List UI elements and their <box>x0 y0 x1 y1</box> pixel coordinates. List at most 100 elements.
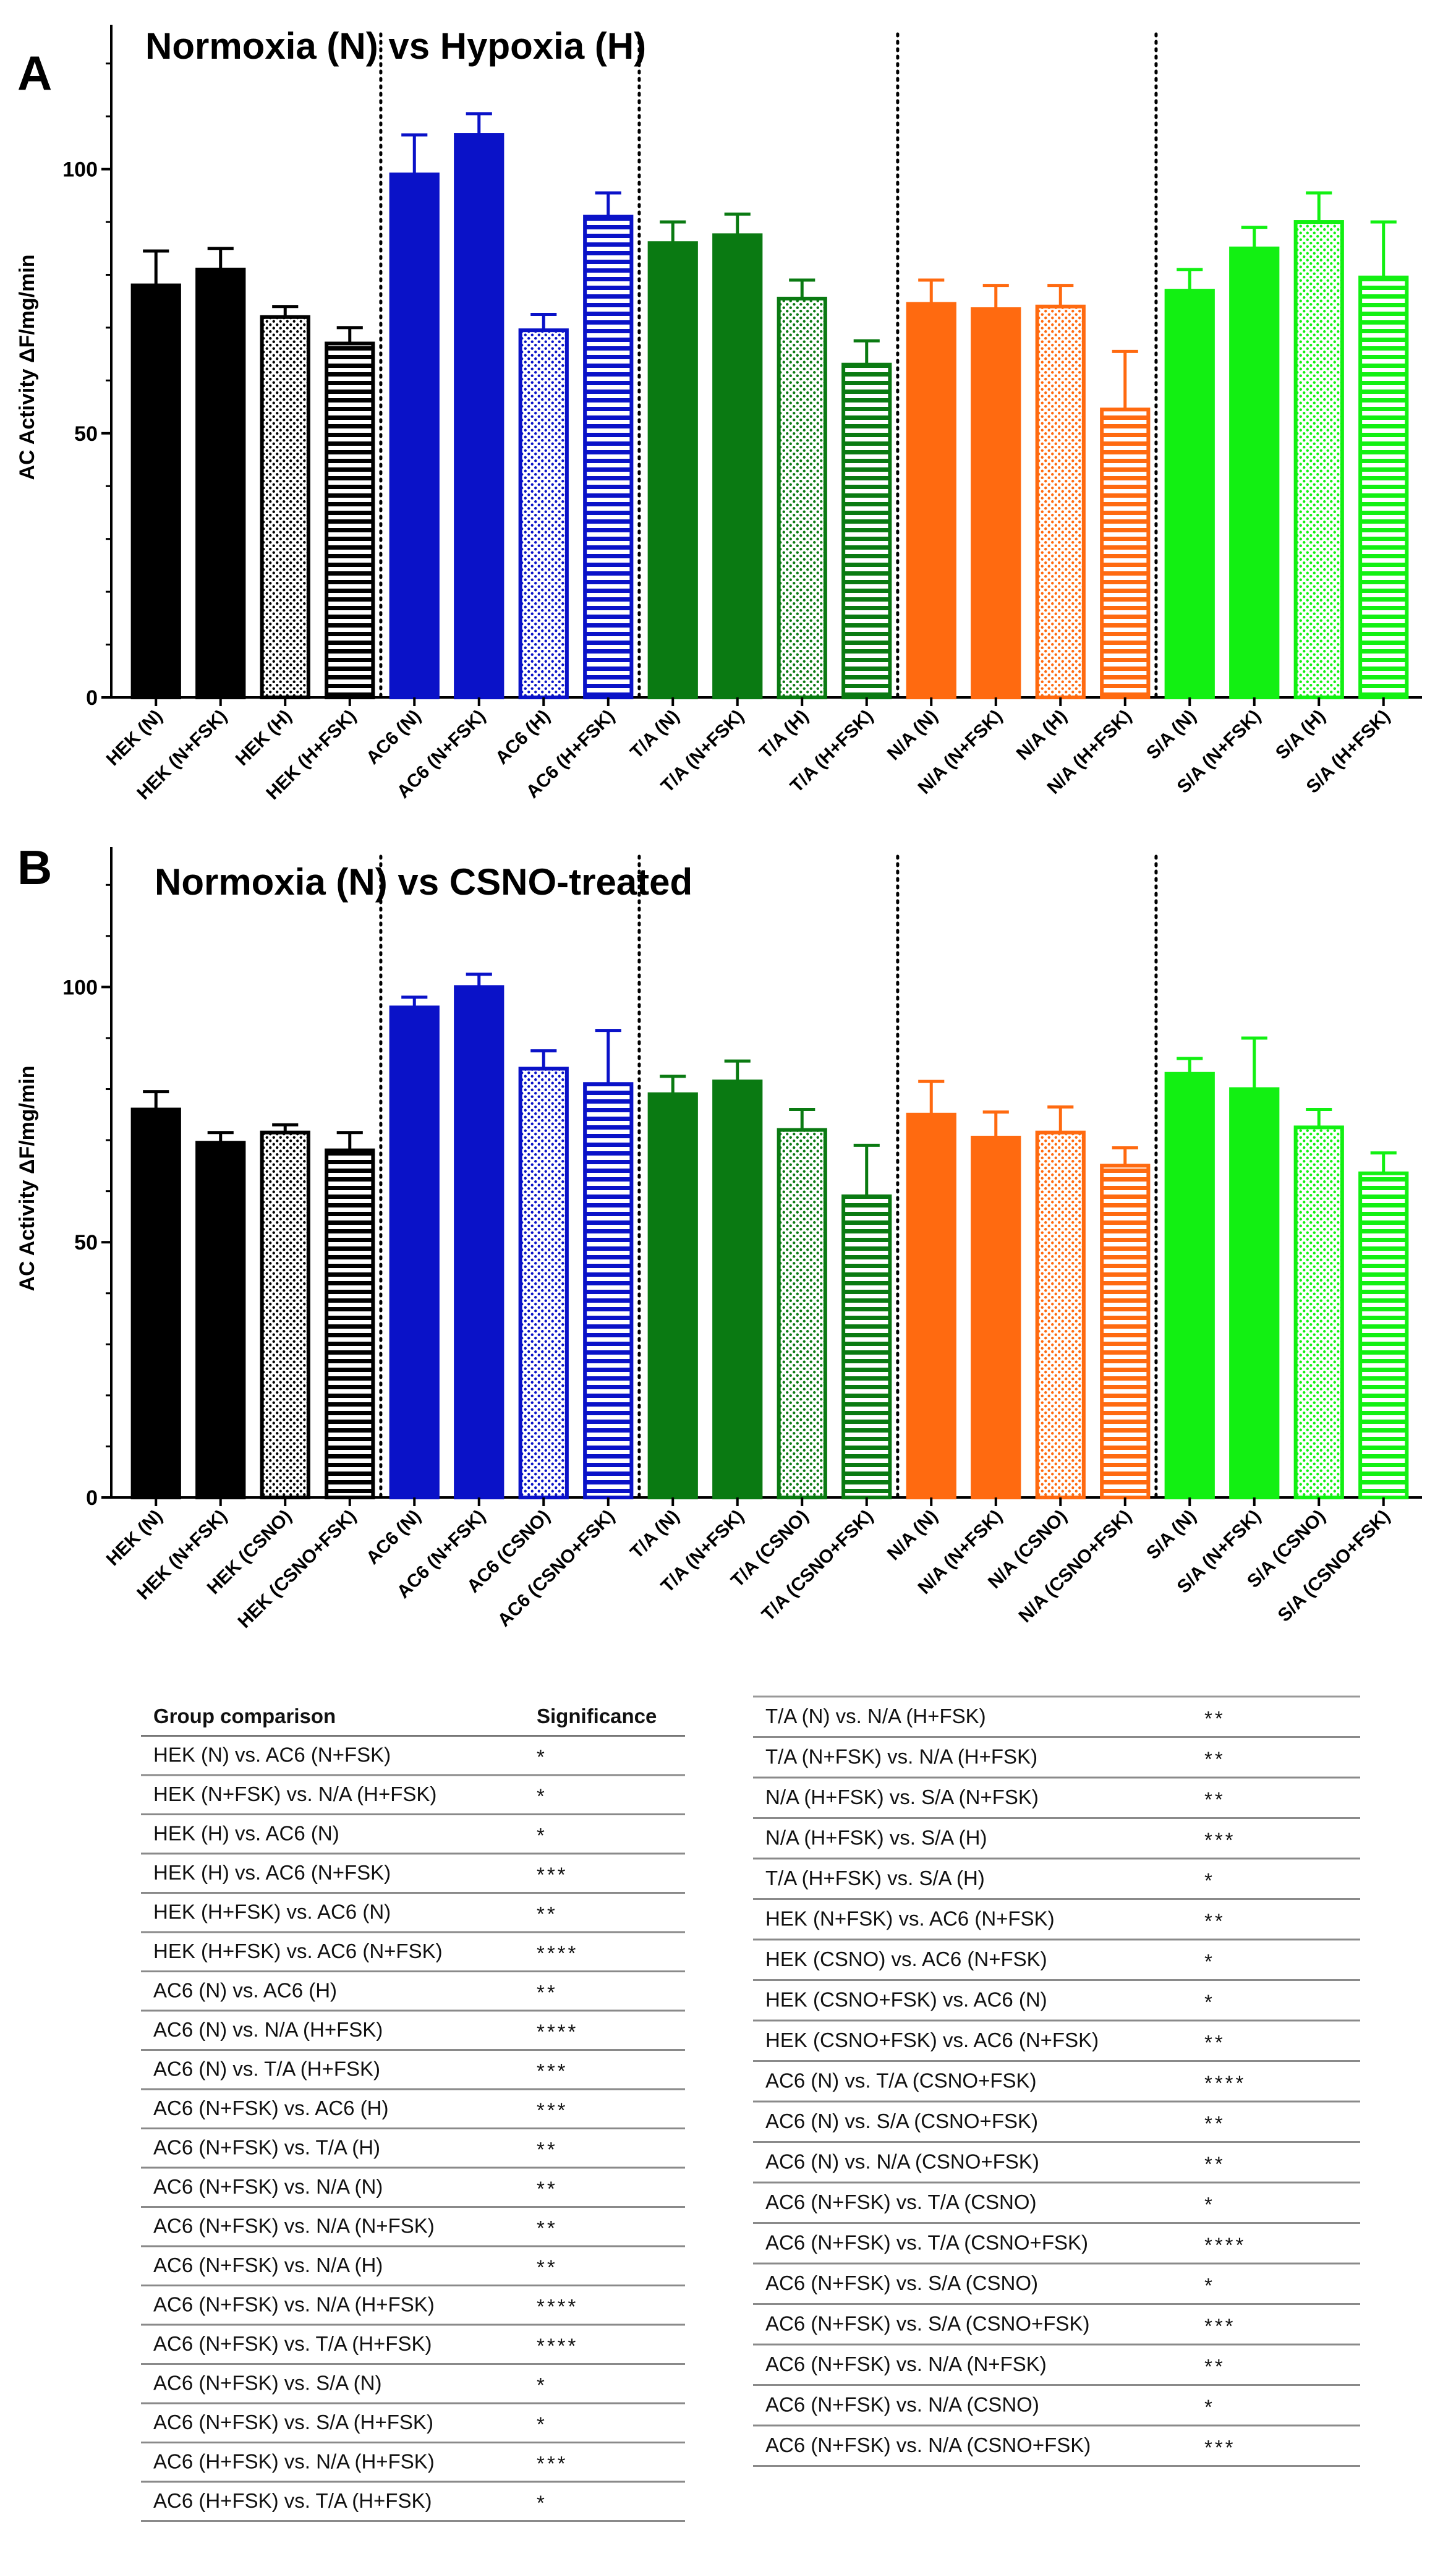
table-right-significance-cell: ** <box>1204 2112 1225 2135</box>
panel-a-bar <box>647 241 698 699</box>
panel-a-xtick-label: N/A (N) <box>883 706 942 764</box>
panel-b-bar <box>1229 1087 1280 1499</box>
panel-b-bar <box>130 1107 181 1499</box>
panel-a-bar <box>971 307 1021 699</box>
table-right-significance-cell: ** <box>1204 1788 1225 1811</box>
panel-a-bar <box>841 362 892 699</box>
panel-a-bar <box>1358 275 1409 699</box>
table-left-significance-cell: *** <box>537 1863 568 1886</box>
panel-b-bar <box>777 1128 827 1499</box>
table-left-comparison-cell: AC6 (N) vs. N/A (H+FSK) <box>153 2018 383 2041</box>
panel-a-bar <box>1164 289 1215 699</box>
table-right-significance-cell: ** <box>1204 1748 1225 1771</box>
table-right-significance-cell: ** <box>1204 2355 1225 2378</box>
panel-a-bar <box>1035 304 1086 699</box>
table-left-header-significance: Significance <box>537 1705 657 1727</box>
table-left-comparison-cell: AC6 (H+FSK) vs. T/A (H+FSK) <box>153 2489 432 2512</box>
panel-a-xtick-label: AC6 (H) <box>492 706 554 769</box>
panel-a-ytick-label: 0 <box>86 686 98 710</box>
table-right-significance-cell: **** <box>1204 2072 1246 2095</box>
table-right-comparison-cell: HEK (CSNO+FSK) vs. AC6 (N+FSK) <box>765 2029 1099 2051</box>
panel-b-xtick-label: T/A (N) <box>626 1506 683 1563</box>
panel-a-bar <box>325 341 375 699</box>
table-left-significance-cell: *** <box>537 2452 568 2475</box>
table-left-comparison-cell: AC6 (N+FSK) vs. N/A (H) <box>153 2254 383 2276</box>
table-right-comparison-cell: AC6 (N) vs. N/A (CSNO+FSK) <box>765 2150 1039 2173</box>
table-right-significance-cell: *** <box>1204 2315 1236 2338</box>
panel-b-xtick-label: S/A (CSNO+FSK) <box>1274 1506 1394 1626</box>
panel-b-bar <box>260 1130 310 1500</box>
table-left-comparison-cell: AC6 (N+FSK) vs. T/A (H) <box>153 2136 380 2158</box>
table-right-comparison-cell: N/A (H+FSK) vs. S/A (H) <box>765 1826 987 1849</box>
table-right-significance-cell: *** <box>1204 1829 1236 1852</box>
table-left-significance-cell: ** <box>537 1981 558 2004</box>
panel-b-bar <box>1035 1130 1086 1500</box>
panel-b-bar <box>454 985 504 1499</box>
panel-b-ytick-label: 100 <box>62 976 98 999</box>
panel-b-xtick-label: N/A (N) <box>883 1506 942 1564</box>
panel-a-xtick-label: S/A (H) <box>1272 706 1329 764</box>
panel-a-bar <box>195 267 246 700</box>
table-right-comparison-cell: HEK (CSNO) vs. AC6 (N+FSK) <box>765 1948 1047 1970</box>
panel-b-bar <box>841 1194 892 1499</box>
panel-b-bar <box>712 1080 763 1499</box>
panel-b-panel-letter: B <box>17 840 52 895</box>
table-right-significance-cell: * <box>1204 1869 1215 1892</box>
table-right-significance-cell: ** <box>1204 1707 1225 1730</box>
table-right-significance-cell: ** <box>1204 1910 1225 1933</box>
table-left-comparison-cell: AC6 (N+FSK) vs. N/A (H+FSK) <box>153 2293 435 2315</box>
panel-a-bar <box>906 302 956 699</box>
table-right-comparison-cell: AC6 (N) vs. S/A (CSNO+FSK) <box>765 2110 1038 2132</box>
table-right-significance-cell: * <box>1204 1950 1215 1973</box>
panel-a-bar <box>260 315 310 699</box>
panel-a-bar <box>1229 246 1280 699</box>
panel-a-ytick-label: 100 <box>62 158 98 182</box>
table-left-significance-cell: ** <box>537 2138 558 2161</box>
table-right-comparison-cell: AC6 (N+FSK) vs. N/A (N+FSK) <box>765 2353 1047 2375</box>
panel-a-bar <box>130 283 181 699</box>
table-right-significance-cell: * <box>1204 2396 1215 2419</box>
table-left-significance-cell: *** <box>537 2099 568 2122</box>
panel-b-xtick-label: S/A (N) <box>1143 1506 1200 1564</box>
table-left-comparison-cell: HEK (H+FSK) vs. AC6 (N) <box>153 1900 391 1923</box>
table-right-comparison-cell: AC6 (N+FSK) vs. N/A (CSNO) <box>765 2393 1039 2416</box>
panel-b-bar <box>1358 1171 1409 1499</box>
table-right-comparison-cell: AC6 (N+FSK) vs. N/A (CSNO+FSK) <box>765 2434 1091 2456</box>
table-right: T/A (N) vs. N/A (H+FSK) **T/A (N+FSK) vs.… <box>753 1695 1360 2467</box>
table-right-significance-cell: **** <box>1204 2234 1246 2257</box>
table-left-significance-cell: **** <box>537 2021 578 2043</box>
table-left-significance-cell: ** <box>537 2256 558 2279</box>
table-left-significance-cell: * <box>537 1745 547 1768</box>
table-right-comparison-cell: AC6 (N+FSK) vs. T/A (CSNO) <box>765 2191 1037 2213</box>
panel-b-xtick-label: HEK (N) <box>103 1506 166 1570</box>
table-left-comparison-cell: AC6 (N) vs. T/A (H+FSK) <box>153 2057 380 2080</box>
table-left-comparison-cell: AC6 (H+FSK) vs. N/A (H+FSK) <box>153 2450 435 2472</box>
panel-a-title: Normoxia (N) vs Hypoxia (H) <box>145 25 646 67</box>
table-left-comparison-cell: HEK (H) vs. AC6 (N+FSK) <box>153 1861 391 1884</box>
table-left-significance-cell: **** <box>537 2295 578 2318</box>
panel-a-bar <box>1100 407 1151 699</box>
panel-b-xtick-label: T/A (CSNO+FSK) <box>758 1506 877 1625</box>
table-right-comparison-cell: AC6 (N) vs. T/A (CSNO+FSK) <box>765 2069 1037 2092</box>
table-left-significance-cell: * <box>537 2374 547 2396</box>
table-right-comparison-cell: T/A (N+FSK) vs. N/A (H+FSK) <box>765 1745 1037 1768</box>
table-right-comparison-cell: N/A (H+FSK) vs. S/A (N+FSK) <box>765 1786 1039 1808</box>
table-right-comparison-cell: HEK (CSNO+FSK) vs. AC6 (N) <box>765 1988 1047 2011</box>
table-left-significance-cell: * <box>537 1785 547 1808</box>
panel-b-bar <box>1100 1164 1151 1499</box>
panel-b-xtick-label: AC6 (N) <box>362 1506 425 1569</box>
table-left-comparison-cell: AC6 (N+FSK) vs. S/A (N) <box>153 2371 381 2394</box>
panel-b-xtick-label: HEK (CSNO+FSK) <box>234 1506 360 1632</box>
panel-b-ytick-label: 50 <box>74 1231 98 1254</box>
panel-b-xtick-label: AC6 (CSNO+FSK) <box>494 1506 619 1631</box>
table-right-significance-cell: * <box>1204 2274 1215 2297</box>
table-right-comparison-cell: AC6 (N+FSK) vs. S/A (CSNO+FSK) <box>765 2312 1089 2335</box>
panel-a-xtick-label: HEK (N) <box>103 706 166 770</box>
panel-b-bar <box>647 1092 698 1499</box>
table-left-significance-cell: * <box>537 2413 547 2436</box>
table-right-comparison-cell: T/A (H+FSK) vs. S/A (H) <box>765 1867 985 1889</box>
table-left: Group comparison Significance HEK (N) vs. … <box>141 1705 685 2522</box>
panel-a-bar <box>777 296 827 700</box>
table-right-significance-cell: * <box>1204 1991 1215 2014</box>
